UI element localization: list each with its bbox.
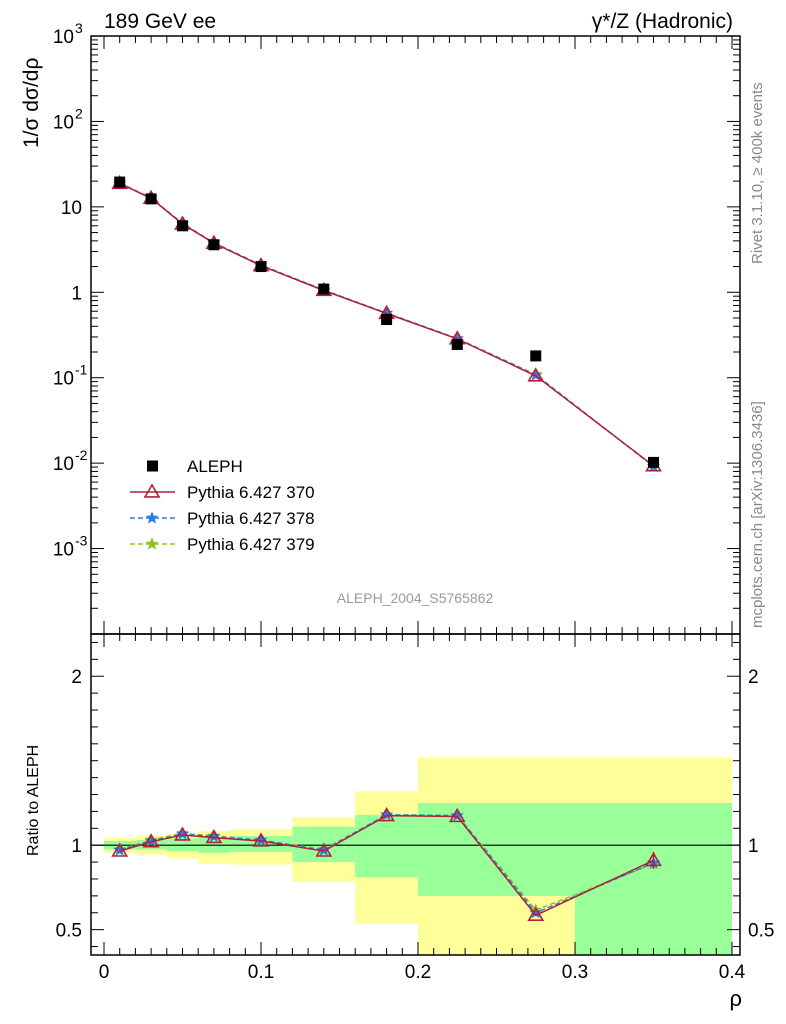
process-label: γ*/Z (Hadronic) — [592, 10, 733, 33]
y-tick-label: 1 — [71, 283, 82, 304]
ratio-y-ticks — [91, 641, 740, 948]
main-y-ticks — [91, 35, 740, 635]
ratio-marker — [113, 843, 127, 856]
x-tick-label: 0.2 — [405, 962, 431, 983]
y-tick-base: 10 — [53, 112, 74, 133]
y-tick-value: 10 — [61, 198, 82, 219]
legend: ALEPH Pythia 6.427 370 Pythia 6.427 378 Pyt… — [130, 457, 315, 554]
y-tick-exp: -2 — [75, 447, 88, 463]
analysis-watermark: ALEPH_2004_S5765862 — [337, 590, 494, 606]
legend-item: Pythia 6.427 379 — [130, 535, 315, 554]
ratio-y-tick-label: 0.5 — [56, 921, 82, 942]
ratio-marker — [448, 807, 466, 823]
legend-label: Pythia 6.427 370 — [187, 483, 315, 502]
y-tick-label: 10 2 — [53, 105, 83, 133]
x-tick-label: 0 — [99, 962, 110, 983]
y-tick-base: 10 — [53, 454, 74, 475]
y-tick-label: 10 -1 — [53, 362, 88, 390]
ratio-line — [119, 814, 654, 917]
stat-band — [575, 802, 732, 955]
legend-item: Pythia 6.427 378 — [130, 509, 315, 528]
stat-band — [355, 814, 418, 878]
series-marker — [527, 367, 545, 382]
ratio-series-pythia-6-427-378 — [113, 807, 660, 919]
stat-band — [418, 802, 575, 896]
ratio-y-tick-label-right: 0.5 — [748, 921, 774, 942]
main-ylabel: 1/σ dσ/dρ — [20, 58, 43, 148]
ratio-marker — [176, 827, 189, 840]
legend-label: ALEPH — [187, 457, 243, 476]
series-line — [119, 182, 654, 467]
ratio-marker — [252, 832, 270, 847]
ratio-marker — [378, 807, 395, 822]
ratio-marker — [174, 826, 191, 841]
ratio-marker — [380, 807, 394, 821]
ratio-y-tick-label-right: 2 — [748, 667, 759, 688]
rivet-label: Rivet 3.1.10, ≥ 400k events — [749, 82, 766, 264]
ratio-ylabel: Ratio to ALEPH — [25, 745, 42, 856]
legend-marker — [145, 537, 159, 550]
ratio-line — [119, 814, 654, 912]
x-tick-label: 0.3 — [562, 962, 588, 983]
data-point — [530, 350, 542, 362]
ratio-y-tick-label: 1 — [71, 836, 82, 857]
legend-marker — [143, 483, 161, 498]
ratio-y-tick-label-right: 1 — [748, 836, 759, 857]
data-point — [255, 261, 267, 273]
y-tick-base: 10 — [53, 540, 74, 561]
y-tick-label: 10 -2 — [53, 447, 88, 475]
y-tick-base: 10 — [53, 369, 74, 390]
y-tick-exp: -1 — [75, 362, 88, 378]
legend-marker — [145, 511, 159, 524]
ratio-marker — [142, 833, 160, 848]
y-tick-label: 10 3 — [53, 20, 83, 48]
series-aleph — [114, 176, 659, 468]
x-tick-label: 0.4 — [719, 962, 746, 983]
ratio-marker — [315, 842, 333, 857]
ratio-marker — [450, 808, 464, 822]
data-point — [145, 193, 157, 205]
data-point — [648, 456, 659, 468]
y-tick-label: 10 -3 — [53, 533, 88, 561]
legend-label: Pythia 6.427 378 — [187, 509, 315, 528]
data-point — [114, 176, 126, 188]
data-point — [318, 283, 330, 295]
ratio-line — [119, 814, 654, 914]
y-tick-label: 10 — [61, 198, 82, 219]
data-point — [177, 220, 188, 232]
legend-label: Pythia 6.427 379 — [187, 535, 315, 554]
legend-item: Pythia 6.427 370 — [130, 483, 315, 502]
legend-marker — [147, 460, 158, 472]
data-point — [451, 338, 463, 350]
data-point — [381, 314, 393, 326]
x-ticks — [103, 36, 733, 955]
ratio-y-tick-label: 2 — [71, 667, 82, 688]
y-tick-base: 10 — [53, 27, 74, 48]
energy-label: 189 GeV ee — [104, 10, 216, 33]
x-tick-label: 0.1 — [248, 962, 274, 983]
y-tick-exp: 2 — [75, 105, 83, 121]
ratio-marker — [111, 842, 129, 857]
data-point — [208, 239, 220, 251]
ratio-series-pythia-6-427-370 — [111, 807, 662, 921]
y-tick-exp: -3 — [75, 533, 88, 549]
x-axis-label: ρ — [729, 986, 742, 1011]
ratio-marker — [527, 906, 545, 921]
ratio-marker — [144, 834, 158, 847]
y-tick-value: 1 — [71, 283, 82, 304]
ratio-marker — [205, 829, 223, 844]
site-label: mcplots.cern.ch [arXiv:1306.3436] — [749, 401, 766, 628]
ratio-marker — [254, 833, 268, 846]
ratio-marker — [207, 829, 221, 843]
legend-item: ALEPH — [147, 457, 243, 476]
y-tick-exp: 3 — [75, 20, 83, 36]
ratio-bands — [104, 757, 732, 955]
